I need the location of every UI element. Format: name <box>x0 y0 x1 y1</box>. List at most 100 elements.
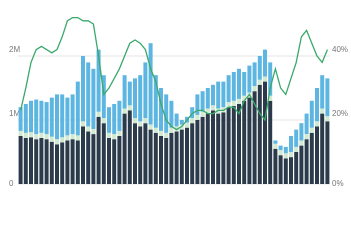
bar-segment <box>294 146 299 152</box>
bar-segment <box>278 155 283 184</box>
bar-segment <box>101 75 106 119</box>
bar-segment <box>278 145 283 151</box>
bar-segment <box>70 94 75 135</box>
bar-segment <box>122 108 127 114</box>
bar-segment <box>325 121 330 184</box>
bar-segment <box>65 135 70 141</box>
bar-segment <box>60 94 65 138</box>
bar-segment <box>325 78 330 117</box>
bar-segment <box>242 100 247 184</box>
bar-segment <box>49 97 54 137</box>
bar-segment <box>86 126 91 132</box>
y2-tick-label: 0% <box>332 179 344 188</box>
bar-segment <box>205 108 210 114</box>
bar-segment <box>320 108 325 114</box>
bar-segment <box>133 118 137 124</box>
chart: 0 1M 2M 0% 20% 40% <box>9 16 348 188</box>
bar-segment <box>252 91 257 184</box>
bar-segment <box>117 130 122 136</box>
bar-segment <box>127 110 132 184</box>
bar-segment <box>237 104 241 184</box>
bar-segment <box>315 88 319 122</box>
bar-segment <box>294 152 299 184</box>
bar-segment <box>195 120 200 184</box>
bar-segment <box>153 127 158 133</box>
bar-segment <box>299 140 304 146</box>
bar-segment <box>65 97 70 136</box>
bar-segment <box>117 136 122 184</box>
bar-segment <box>143 62 148 119</box>
bar-segment <box>127 81 132 106</box>
y-tick-label: 2M <box>9 45 20 54</box>
bar-segment <box>112 134 117 140</box>
bar-segment <box>190 118 195 124</box>
bar-segment <box>174 131 179 184</box>
bar-segment <box>289 157 293 184</box>
bar-segment <box>283 158 288 184</box>
bar-segment <box>242 95 247 101</box>
bar-segment <box>289 136 293 152</box>
bar-segment <box>23 132 28 138</box>
bar-segment <box>91 68 96 129</box>
bar-segment <box>70 134 75 140</box>
bar-segment <box>148 129 153 184</box>
bar-segment <box>231 72 236 101</box>
bar-segment <box>159 136 163 184</box>
bar-segment <box>294 129 299 147</box>
bar-segment <box>159 130 163 136</box>
bar-segment <box>55 139 59 145</box>
bar-segment <box>231 105 236 184</box>
bar-segment <box>190 107 195 119</box>
bar-segment <box>205 113 210 184</box>
bar-segment <box>179 120 184 125</box>
bar-segment <box>226 107 231 184</box>
bar-segment <box>91 134 96 184</box>
bar-segment <box>315 126 319 184</box>
bar-segment <box>252 62 257 87</box>
bar-segment <box>55 94 59 140</box>
bar-segment <box>81 121 85 127</box>
bar-segment <box>283 153 288 159</box>
bar-segment <box>205 88 210 109</box>
bar-segment <box>304 134 309 140</box>
bar-segment <box>91 128 96 135</box>
bar-segment <box>133 123 137 184</box>
bar-segment <box>29 137 33 184</box>
bar-segment <box>39 137 44 184</box>
bar-segment <box>257 79 262 85</box>
bar-segment <box>164 137 169 184</box>
bar-segment <box>257 56 262 80</box>
bar-segment <box>216 113 221 184</box>
bar-segment <box>304 113 309 135</box>
bar-segment <box>221 112 226 184</box>
bar-segment <box>237 98 241 104</box>
bar-segment <box>75 81 80 136</box>
bar-segment <box>65 140 70 184</box>
bar-segment <box>133 78 137 119</box>
bar-segment <box>200 91 205 112</box>
bar-segment <box>75 135 80 141</box>
bar-segment <box>169 132 174 184</box>
bar-segment <box>237 68 241 99</box>
bar-segment <box>195 114 200 120</box>
bar-segment <box>320 113 325 184</box>
bar-segment <box>211 105 215 111</box>
bar-segment <box>247 97 252 184</box>
bar-segment <box>34 139 39 184</box>
bar-segment <box>127 105 132 111</box>
bar-segment <box>148 43 153 125</box>
bar-segment <box>169 100 174 128</box>
bar-segment <box>195 94 200 115</box>
bar-segment <box>101 118 106 124</box>
bar-segment <box>138 75 143 122</box>
bar-segment <box>252 86 257 92</box>
bar-segment <box>18 107 23 131</box>
bar-segment <box>39 132 44 138</box>
bar-segment <box>60 142 65 184</box>
bar-segment <box>185 127 189 184</box>
bar-segment <box>263 76 267 82</box>
bar-segment <box>325 116 330 122</box>
bar-segment <box>23 104 28 133</box>
bar-segment <box>200 111 205 117</box>
bar-segment <box>122 75 127 109</box>
